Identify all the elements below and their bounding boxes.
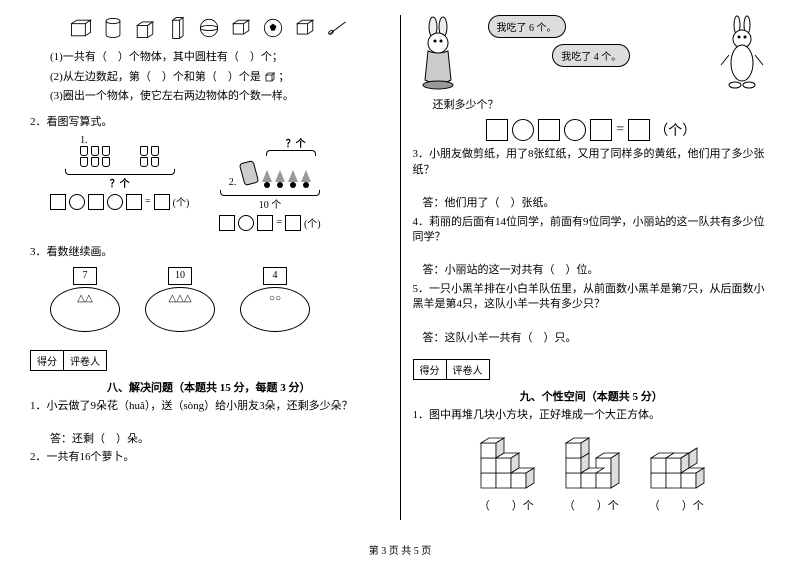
right-q4: 4．莉丽的后面有14位同学，前面有9位同学，小丽站的这一队共有多少位同学？ <box>413 215 771 246</box>
cube2-label: （ ）个 <box>564 497 619 513</box>
grader-label-r: 评卷人 <box>447 360 489 379</box>
q1-line1: (1)一共有（ ）个物体，其中圆柱有（ ）个； <box>50 49 388 66</box>
cube-2: （ ）个 <box>556 433 626 513</box>
left-column: (1)一共有（ ）个物体，其中圆柱有（ ）个； (2)从左边数起，第（ ）个和第… <box>20 15 398 520</box>
sec8-a1: 答：还剩（ ）朵。 <box>50 432 388 447</box>
q1-line2-text: (2)从左边数起，第（ ）个和第（ ）个是 <box>50 71 261 83</box>
q2-unit1: (个) <box>173 194 190 209</box>
score-table-right: 得分 评卷人 <box>413 359 490 380</box>
cuboid2-icon <box>132 15 158 41</box>
cuboid-icon <box>68 15 94 41</box>
shuttle-tube-icon <box>238 158 260 188</box>
diagram-shuttles: ？个 2. 10 个 =(个) <box>219 135 320 235</box>
cube3-label: （ ）个 <box>649 497 704 513</box>
q2-diagrams: 1. ？个 <box>50 135 388 235</box>
cylinder-icon <box>100 15 126 41</box>
diagram-cups: 1. ？个 <box>50 135 189 235</box>
sphere-icon <box>196 15 222 41</box>
oval1-num: 7 <box>73 267 97 285</box>
cube-icon <box>228 15 254 41</box>
oval3-num: 4 <box>263 267 287 285</box>
q2-qmark1: ？个 <box>110 175 130 190</box>
speech-bubble-1: 我吃了 6 个。 <box>488 15 566 38</box>
q3-label: 3．看数继续画。 <box>30 243 388 259</box>
cylinder-rod-icon <box>324 15 350 41</box>
page-footer: 第 3 页 共 5 页 <box>0 542 800 557</box>
oval-2: 10 △△△ <box>145 267 215 332</box>
right-q3: 3．小朋友做剪纸，用了8张红纸，又用了同样多的黄纸，他们用了多少张纸？ <box>413 147 771 178</box>
cubes-row: （ ）个 （ ）个 <box>413 433 771 513</box>
big-formula: =（个） <box>413 119 771 141</box>
rabbit-scene: 我吃了 6 个。 我吃了 4 个。 <box>413 15 771 90</box>
grader-label: 评卷人 <box>64 351 106 370</box>
q2-qmark2: ？个 <box>286 135 306 150</box>
cube2-icon <box>292 15 318 41</box>
cube-1: （ ）个 <box>471 433 541 513</box>
right-q5: 5．一只小黑羊排在小白羊队伍里，从前面数小黑羊是第7只，从后面数小黑羊是第4只，… <box>413 282 771 313</box>
oval3-sym: ○○ <box>269 293 281 304</box>
sec8-q2: 2．一共有16个萝卜。 <box>30 450 388 465</box>
formula-unit: （个） <box>654 120 696 140</box>
q2-ten: 10 个 <box>259 196 282 211</box>
right-column: 我吃了 6 个。 我吃了 4 个。 还剩多少个？ =（个） <box>403 15 781 520</box>
oval2-num: 10 <box>168 267 192 285</box>
q2-sub1: 1. <box>80 135 88 146</box>
oval-1: 7 △△ <box>50 267 120 332</box>
sec8-q1: 1．小云做了9朵花（huā），送（sòng）给小朋友3朵，还剩多少朵？ <box>30 399 388 414</box>
rabbit-right <box>715 15 770 90</box>
score-label-r: 得分 <box>414 360 447 379</box>
q2-label: 2．看图写算式。 <box>30 113 388 129</box>
q2-sub2: 2. <box>229 177 237 188</box>
remain-text: 还剩多少个？ <box>433 98 771 113</box>
ovals-row: 7 △△ 10 △△△ 4 ○○ <box>50 267 388 332</box>
score-label: 得分 <box>31 351 64 370</box>
soccer-ball-icon <box>260 15 286 41</box>
cube1-label: （ ）个 <box>479 497 534 513</box>
section-9-title: 九、个性空间（本题共 5 分） <box>413 388 771 404</box>
right-a4: 答：小丽站的这一对共有（ ）位。 <box>423 263 771 278</box>
score-table-left: 得分 评卷人 <box>30 350 107 371</box>
q1-line3: (3)圈出一个物体，使它左右两边物体的个数一样。 <box>50 88 388 105</box>
right-a3: 答：他们用了（ ）张纸。 <box>423 196 771 211</box>
oval2-sym: △△△ <box>168 293 191 304</box>
q1-line2-tail: ； <box>278 71 289 83</box>
small-cube-icon <box>264 71 276 83</box>
tall-cuboid-icon <box>164 15 190 41</box>
q2-unit2: (个) <box>304 215 321 230</box>
shapes-row <box>30 15 388 41</box>
oval-3: 4 ○○ <box>240 267 310 332</box>
oval1-sym: △△ <box>77 293 92 304</box>
section-8-title: 八、解决问题（本题共 15 分，每题 3 分） <box>30 379 388 395</box>
cube-3: （ ）个 <box>641 433 711 513</box>
rabbit-left <box>413 15 468 90</box>
sec9-q1: 1．图中再堆几块小方块，正好堆成一个大正方体。 <box>413 408 771 423</box>
column-divider <box>400 15 401 520</box>
right-a5: 答：这队小羊一共有（ ）只。 <box>423 331 771 346</box>
speech-bubble-2: 我吃了 4 个。 <box>552 44 630 67</box>
q1-line2: (2)从左边数起，第（ ）个和第（ ）个是 ； <box>50 69 388 86</box>
